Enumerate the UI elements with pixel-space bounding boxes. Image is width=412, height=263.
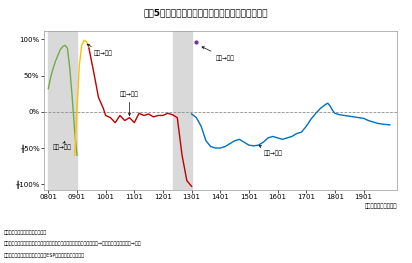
- Text: （資料）日本経済研究センター『ESPフォーキャスト調査』: （資料）日本経済研究センター『ESPフォーキャスト調査』: [4, 253, 85, 258]
- Bar: [173, 31, 192, 190]
- Text: 図袆5　景気の転換点に関するエコノミストの判断: 図袆5 景気の転換点に関するエコノミストの判断: [144, 8, 268, 17]
- Text: 景気が転換点を過ぎたと判断したエコノミストの割合。プラスは後退→拡張、マイナスは拡張→後退: 景気が転換点を過ぎたと判断したエコノミストの割合。プラスは後退→拡張、マイナスは…: [4, 241, 142, 246]
- Text: 拡張→後退: 拡張→後退: [120, 91, 139, 115]
- Bar: [48, 31, 77, 190]
- Text: （注）シャドー部分は景気後退期: （注）シャドー部分は景気後退期: [4, 230, 47, 235]
- Text: 拡張→後退: 拡張→後退: [259, 145, 282, 156]
- Text: 拡張→後退: 拡張→後退: [53, 141, 72, 150]
- X-axis label: （調査時点、年・月）: （調査時点、年・月）: [365, 203, 397, 209]
- Text: 後退→拡張: 後退→拡張: [87, 44, 112, 56]
- Text: 後退→拡張: 後退→拡張: [202, 47, 234, 61]
